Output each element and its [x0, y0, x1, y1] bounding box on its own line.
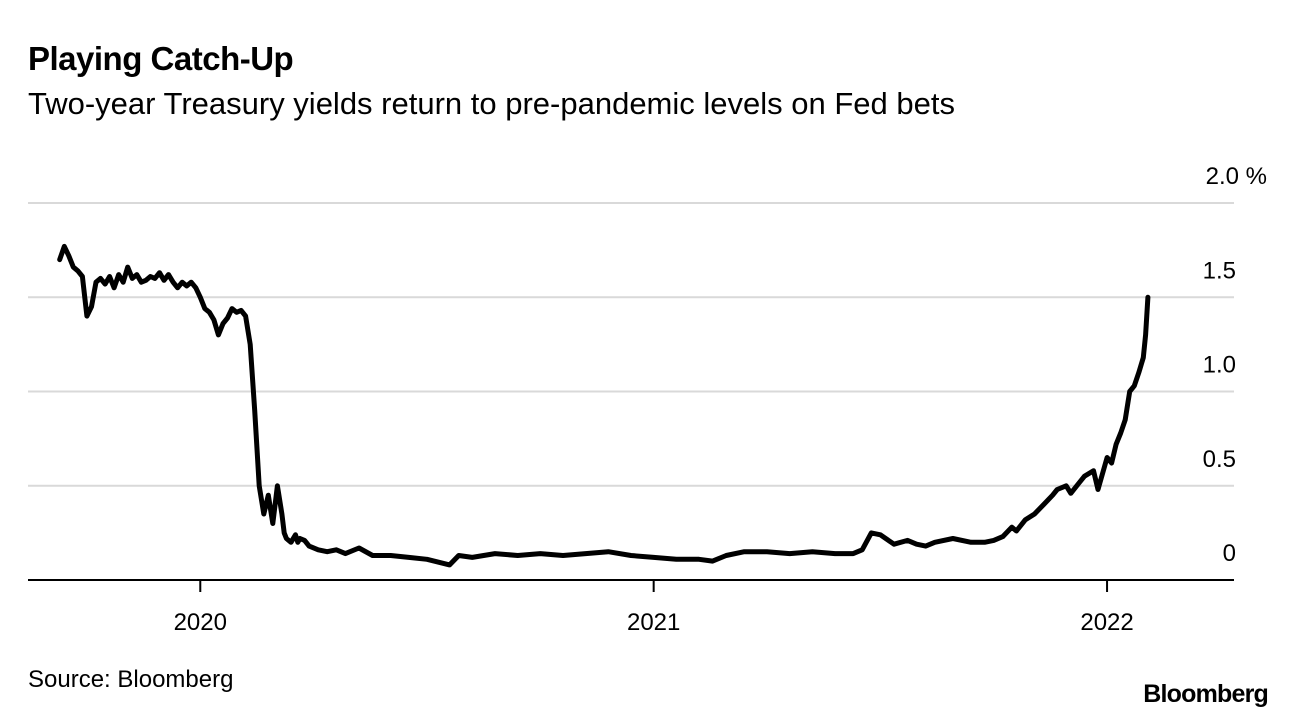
chart-title: Playing Catch-Up — [28, 40, 294, 77]
grid-lines — [28, 202, 1234, 487]
y-tick-label: 1.5 — [1203, 257, 1236, 284]
x-tick-label: 2020 — [174, 609, 227, 636]
y-tick-label: 1.0 — [1203, 352, 1236, 379]
y-tick-label: 0.5 — [1203, 446, 1236, 473]
series-layer — [57, 243, 1151, 568]
x-tick-label: 2022 — [1080, 609, 1133, 636]
series-line-yield — [57, 243, 1151, 568]
x-tick-label: 2021 — [627, 609, 680, 636]
y-tick-label: 0 — [1223, 540, 1236, 567]
chart-subtitle: Two-year Treasury yields return to pre-p… — [28, 86, 955, 121]
source-note: Source: Bloomberg — [28, 666, 234, 693]
bloomberg-logo: Bloomberg — [1143, 680, 1269, 708]
tick-labels: 0 0.5 1.0 1.5 2.0 % 2020 2021 2022 — [174, 163, 1267, 636]
x-axis — [28, 579, 1234, 592]
y-tick-label: 2.0 % — [1206, 163, 1267, 190]
